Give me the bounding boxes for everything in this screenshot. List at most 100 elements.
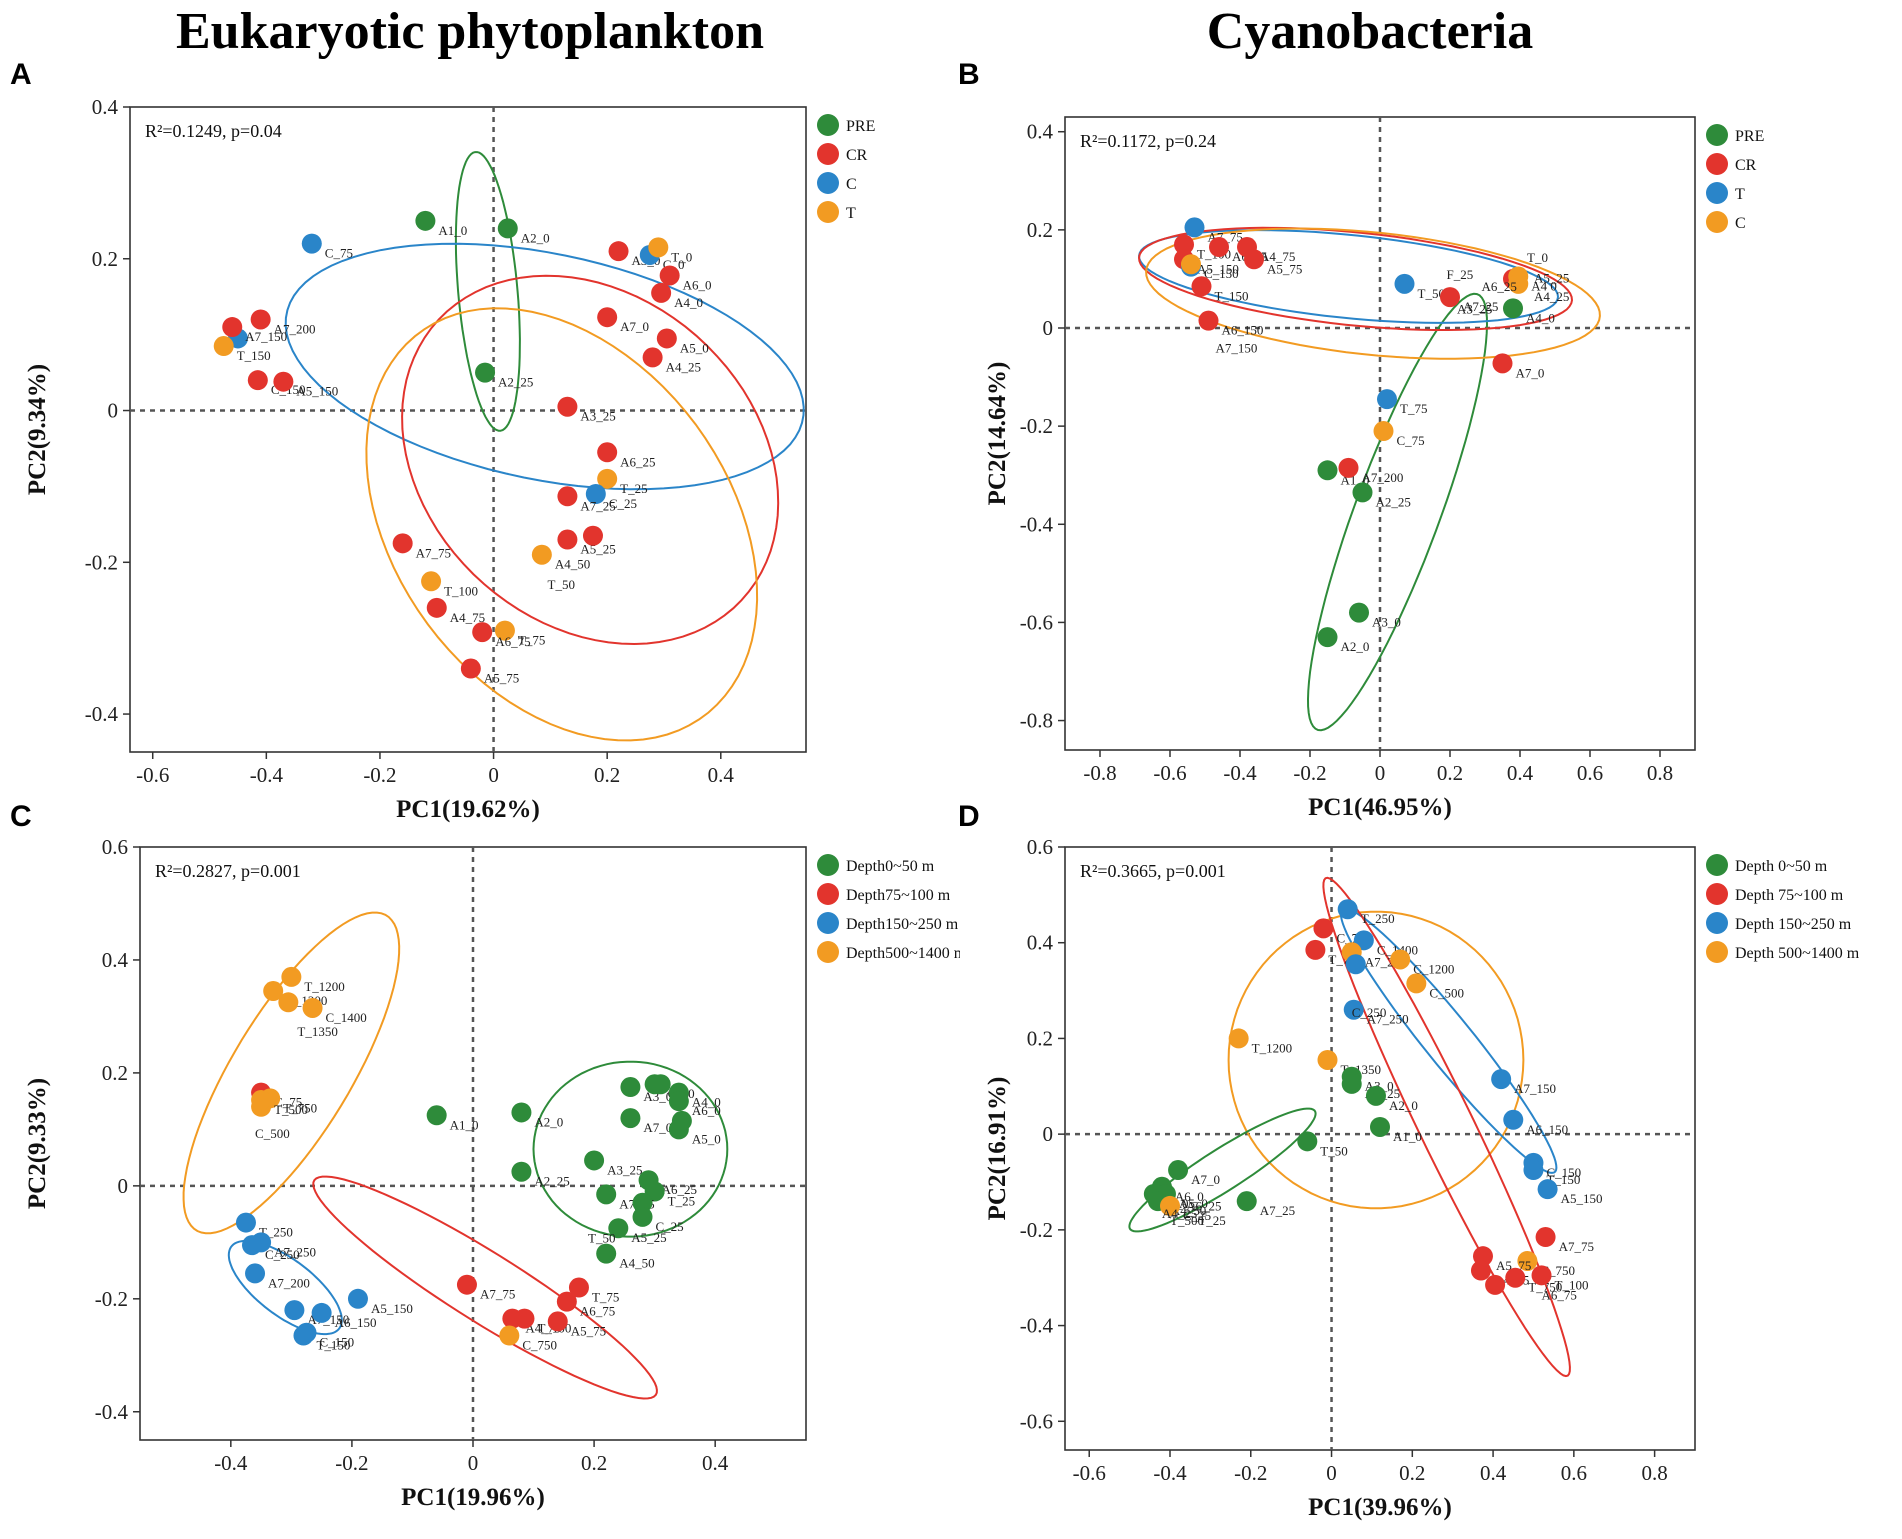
point-label: T_75 <box>518 633 545 648</box>
legend-marker-red <box>817 883 839 905</box>
legend-marker-orange <box>1706 211 1728 233</box>
data-point-blue <box>1337 899 1358 920</box>
point-label: C_1200 <box>1413 961 1454 976</box>
point-label: A7_150 <box>245 329 287 344</box>
x-tick-label: 0.2 <box>594 763 620 787</box>
data-point-red <box>1313 918 1334 939</box>
data-point-orange <box>1517 1250 1538 1271</box>
plot-frame <box>1064 846 1696 1451</box>
point-label: A7_0 <box>643 1120 672 1135</box>
data-point-red <box>659 265 680 286</box>
point-label: T_1200 <box>304 979 344 994</box>
title-cyanobacteria: Cyanobacteria <box>1206 3 1534 60</box>
legend-label: Depth75~100 m <box>846 887 951 904</box>
y-tick-label: -0.4 <box>95 1400 129 1424</box>
point-label: A5_25 <box>580 542 615 557</box>
legend-label: Depth150~250 m <box>846 916 959 933</box>
point-label: A7_75 <box>480 1287 515 1302</box>
x-tick-label: 0 <box>468 1451 479 1475</box>
panel-letter-b: B <box>958 58 980 91</box>
point-label: T_1200 <box>1252 1040 1292 1055</box>
point-label: A5_25 <box>631 1230 666 1245</box>
data-point-blue <box>1343 999 1364 1020</box>
legend-label: C <box>1735 215 1746 232</box>
data-point-blue <box>245 1263 266 1284</box>
x-tick-label: -0.4 <box>214 1451 248 1475</box>
point-label: A4_0 <box>674 295 703 310</box>
data-point-orange <box>1181 254 1201 275</box>
confidence-ellipse-blue <box>284 242 805 491</box>
data-point-orange <box>531 544 552 565</box>
point-label: C_150 <box>1204 266 1239 281</box>
data-point-red <box>1440 287 1460 308</box>
data-point-green <box>497 218 518 239</box>
x-tick-label: -0.4 <box>1223 761 1257 785</box>
point-label: A1_0 <box>1393 1129 1422 1144</box>
pcoa-chart-d: -0.6 -0.4 -0.2 0 0.2 0.4 0.6 0.8 -0.6 -0.4 -0.2 0 0.… <box>984 835 1860 1521</box>
data-point-green <box>650 1074 671 1095</box>
x-tick-label: -0.8 <box>1083 761 1116 785</box>
data-point-orange <box>1406 973 1427 994</box>
data-point-green <box>620 1077 641 1098</box>
data-point-blue <box>585 484 606 504</box>
point-label: A1_0 <box>450 1117 479 1132</box>
x-tick-label: -0.4 <box>1153 1461 1187 1485</box>
y-tick-label: 0.4 <box>1027 931 1054 955</box>
data-point-blue <box>284 1300 305 1321</box>
data-point-red <box>1535 1227 1556 1248</box>
y-axis-label: PC2(16.91%) <box>984 1077 1011 1221</box>
data-point-red <box>547 1311 568 1332</box>
point-label: A2_25 <box>1376 494 1411 509</box>
data-point-red <box>651 282 672 303</box>
confidence-ellipse-green <box>1306 292 1489 732</box>
point-label: A5_0 <box>1179 1196 1208 1211</box>
data-point-red <box>1198 310 1219 331</box>
y-axis-label: PC2(9.33%) <box>24 1078 51 1209</box>
point-label: A7_0 <box>620 319 649 334</box>
point-label: A2_0 <box>1389 1098 1418 1113</box>
point-label: C_1400 <box>326 1010 367 1025</box>
point-label: T_0 <box>671 249 692 264</box>
data-point-orange <box>1317 1049 1338 1070</box>
point-label: T_1350 <box>297 1024 337 1039</box>
confidence-ellipse-green <box>1128 1107 1317 1233</box>
point-label: T_500 <box>274 1102 308 1117</box>
data-point-green <box>668 1091 689 1112</box>
y-tick-label: 0.4 <box>102 948 129 972</box>
point-label: A6_25 <box>620 454 655 469</box>
confidence-ellipse-orange <box>365 307 759 742</box>
point-label: F_25 <box>1447 267 1474 282</box>
y-tick-label: 0 <box>118 1174 129 1198</box>
point-label: C_250 <box>1352 1005 1387 1020</box>
point-label: C_75 <box>325 246 353 261</box>
point-label: A6_150 <box>1222 323 1264 338</box>
panel-letter-c: C <box>10 800 32 833</box>
data-point-red <box>556 1291 577 1312</box>
data-point-green <box>511 1102 532 1123</box>
legend-label: Depth 0~50 m <box>1735 858 1828 875</box>
data-point-red <box>1191 276 1212 297</box>
point-label: A7_0 <box>1191 1172 1220 1187</box>
point-label: T_50 <box>1320 1143 1347 1158</box>
y-tick-label: -0.4 <box>1020 1314 1054 1338</box>
point-label: A5_150 <box>1197 261 1239 276</box>
data-point-orange <box>1228 1028 1249 1049</box>
point-label: A6_75 <box>1542 1287 1577 1302</box>
data-point-green <box>596 1184 617 1205</box>
data-point-green <box>632 1192 653 1213</box>
panel-letter-d: D <box>958 800 980 833</box>
data-point-blue <box>1184 217 1205 238</box>
point-label: A6_75 <box>495 634 530 649</box>
data-point-red <box>472 622 493 643</box>
confidence-ellipse-red <box>1137 226 1574 331</box>
point-label: A6_25 <box>1482 279 1517 294</box>
legend-marker-orange <box>817 201 839 223</box>
point-label: A5_25 <box>1534 270 1569 285</box>
data-point-orange <box>421 571 442 592</box>
data-point-red <box>1492 353 1513 374</box>
data-point-orange <box>494 620 515 641</box>
data-point-blue <box>235 1212 256 1233</box>
point-label: A6_150 <box>335 1315 377 1330</box>
y-tick-label: -0.6 <box>1020 1409 1053 1433</box>
point-label: A4_25 <box>666 359 701 374</box>
